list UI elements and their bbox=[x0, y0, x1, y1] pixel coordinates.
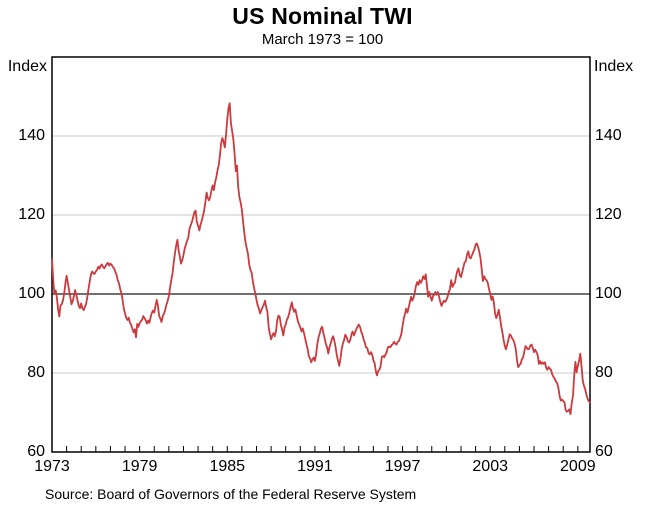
y-tick-label-left-60: 60 bbox=[27, 443, 45, 460]
x-tick-label-1985: 1985 bbox=[209, 458, 246, 475]
y-tick-label-right-60: 60 bbox=[595, 443, 613, 460]
y-tick-label-right-140: 140 bbox=[595, 127, 622, 144]
plot-frame bbox=[51, 56, 591, 453]
data-line-us-nominal-twi bbox=[51, 102, 591, 416]
y-tick-label-right-100: 100 bbox=[595, 285, 622, 302]
x-tick-label-1997: 1997 bbox=[384, 458, 421, 475]
y-tick-label-left-120: 120 bbox=[18, 206, 45, 223]
source-note: Source: Board of Governors of the Federa… bbox=[45, 486, 417, 502]
y-tick-label-left-140: 140 bbox=[18, 127, 45, 144]
y-tick-label-right-120: 120 bbox=[595, 206, 622, 223]
y-tick-label-right-80: 80 bbox=[595, 364, 613, 381]
x-tick-label-1991: 1991 bbox=[297, 458, 333, 475]
y-axis-unit-left: Index bbox=[7, 58, 47, 75]
y-tick-label-left-100: 100 bbox=[18, 285, 45, 302]
chart-title: US Nominal TWI bbox=[232, 3, 413, 29]
x-tick-label-2003: 2003 bbox=[472, 458, 508, 475]
x-tick-label-1973: 1973 bbox=[34, 458, 70, 475]
x-tick-label-2009: 2009 bbox=[560, 458, 596, 475]
y-axis-unit-right: Index bbox=[594, 58, 634, 75]
chart-subtitle: March 1973 = 100 bbox=[261, 31, 384, 48]
y-tick-label-left-80: 80 bbox=[27, 364, 45, 381]
x-tick-label-1979: 1979 bbox=[121, 458, 158, 475]
